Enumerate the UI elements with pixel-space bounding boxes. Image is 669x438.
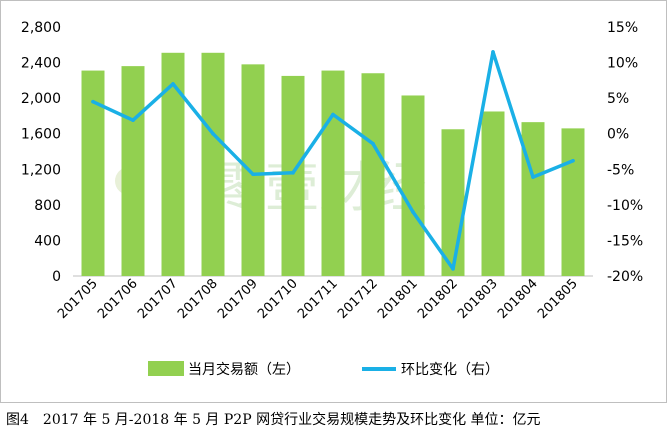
right-axis-tick-label: 15% [607,20,638,36]
bar-201801 [401,95,425,276]
mom-change-point-201709 [251,172,255,177]
mom-change-point-201710 [291,171,295,175]
bar-201805 [561,128,585,276]
x-tick-label: 201805 [535,276,581,322]
mom-change-point-201705 [91,99,95,104]
mom-change-point-201711 [331,112,335,117]
x-tick-label: 201801 [375,276,421,322]
right-axis-tick-label: -10% [607,198,643,214]
left-axis-tick-label: 2,400 [21,56,61,72]
mom-change-point-201708 [211,131,215,136]
right-axis-tick-label: 0% [607,127,629,143]
right-axis-tick-label: -5% [607,162,634,178]
x-tick-label: 201708 [175,276,221,322]
left-axis-tick-label: 0 [52,269,61,285]
x-tick-label: 201706 [95,276,141,322]
bar-201707 [161,52,185,276]
bar-201708 [201,52,225,276]
left-axis-tick-label: 1,600 [21,127,61,143]
bar-201802 [441,129,465,276]
right-axis-tick-label: 5% [607,91,629,107]
mom-change-point-201804 [531,175,535,179]
bar-201710 [281,75,305,277]
legend-swatch-bar [148,361,184,376]
mom-change-point-201706 [131,118,135,122]
left-axis-tick-label: 1,200 [21,162,61,178]
mom-change-point-201712 [371,141,375,146]
x-tick-label: 201705 [55,276,101,322]
right-axis-tick-label: -15% [607,233,643,249]
mom-change-point-201805 [571,158,575,163]
figure-caption: 图4 2017 年 5 月-2018 年 5 月 P2P 网贷行业交易规模走势及… [6,409,666,431]
left-axis-tick-label: 800 [34,198,61,214]
left-axis-tick-label: 2,000 [21,91,61,107]
figure-caption-text: 2017 年 5 月-2018 年 5 月 P2P 网贷行业交易规模走势及环比变… [42,412,541,428]
bar-201712 [361,73,385,276]
bar-201711 [321,70,345,276]
left-axis-tick-label: 2,800 [21,20,61,36]
bar-201706 [121,66,145,276]
mom-change-point-201803 [491,50,495,54]
figure-label: 图4 [6,412,29,428]
bar-201804 [521,122,545,277]
bar-201709 [241,64,265,276]
bar-201803 [481,111,505,276]
legend-label-line: 环比变化（右） [401,362,499,378]
x-tick-label: 201804 [495,276,541,322]
legend-label-bar: 当月交易额（左） [188,361,300,378]
x-tick-label: 201707 [135,276,181,322]
mom-change-point-201707 [171,82,175,86]
x-tick-label: 201711 [295,276,341,322]
left-axis-tick-label: 400 [34,233,61,249]
bar-201705 [81,70,105,276]
x-tick-label: 201802 [415,276,461,322]
chart-frame: ( 零壹财经 04008001,2001,6002,0002,4002,800-… [0,0,667,403]
x-tick-label: 201803 [455,276,501,322]
right-axis-tick-label: -20% [607,269,643,285]
mom-change-point-201802 [451,267,455,271]
x-tick-label: 201709 [215,276,261,322]
x-tick-label: 201712 [335,276,381,322]
combo-chart: ( 零壹财经 04008001,2001,6002,0002,4002,800-… [21,20,643,378]
mom-change-point-201801 [411,210,415,214]
x-tick-label: 201710 [255,276,301,322]
right-axis-tick-label: 10% [607,56,638,72]
